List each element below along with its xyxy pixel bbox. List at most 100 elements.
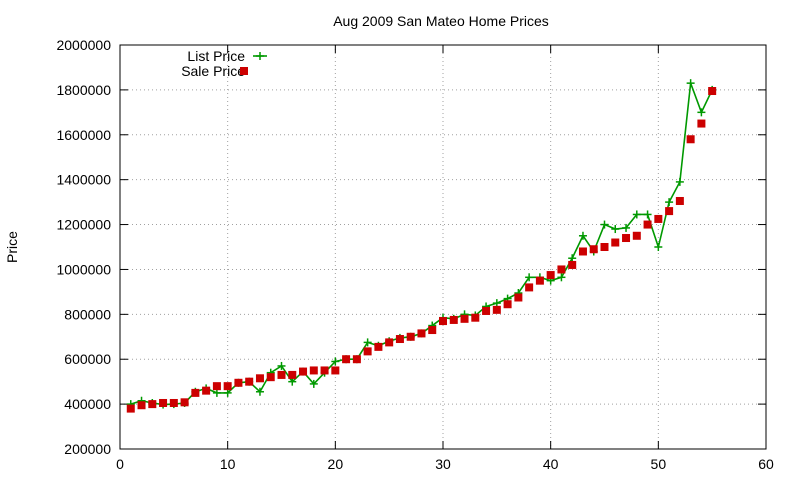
sale-price-point [299, 367, 308, 376]
sale-price-point [277, 370, 286, 379]
sale-price-point [223, 382, 232, 391]
x-tick-label: 10 [220, 456, 236, 472]
sale-price-point [492, 305, 501, 314]
y-tick-label: 200000 [64, 441, 111, 457]
sale-price-point [557, 265, 566, 274]
list-price-point [525, 273, 534, 282]
list-price-point [212, 388, 221, 397]
sale-price-point [148, 400, 157, 409]
sale-price-point [675, 196, 684, 205]
sale-price-point [535, 276, 544, 285]
sale-price-point [611, 238, 620, 247]
list-price-point [309, 379, 318, 388]
legend-label: Sale Price [181, 63, 245, 79]
sale-price-point [417, 329, 426, 338]
sale-price-point [600, 243, 609, 251]
sale-price-point [622, 234, 631, 243]
sale-price-point [525, 283, 534, 292]
list-price-point [600, 220, 609, 229]
list-price-point [643, 210, 652, 219]
y-tick-label: 1200000 [56, 217, 111, 233]
sale-price-point [632, 231, 641, 240]
legend-plus-swatch [256, 52, 264, 60]
list-price-line [130, 82, 713, 406]
x-tick-label: 60 [758, 456, 774, 472]
sale-price-point [202, 386, 211, 395]
grid [120, 45, 766, 449]
sale-price-point [395, 335, 404, 344]
list-price-point [568, 254, 577, 263]
list-price-point [654, 243, 663, 251]
sale-price-point [255, 374, 264, 383]
sale-price-point [697, 119, 706, 128]
legend-label: List Price [187, 48, 245, 64]
list-price-point [632, 210, 641, 219]
sale-price-point [374, 342, 383, 351]
y-tick-label: 1400000 [56, 172, 111, 188]
list-price-point [578, 231, 587, 240]
x-tick-label: 30 [435, 456, 451, 472]
sale-price-point [686, 135, 695, 144]
sale-price-point [288, 370, 297, 379]
sale-price-point [439, 317, 447, 326]
list-price-point [363, 338, 372, 347]
sale-price-point [589, 245, 598, 254]
sale-price-point [363, 347, 372, 356]
list-price-point [675, 177, 684, 186]
sale-price-point [449, 315, 458, 324]
x-tick-label: 50 [651, 456, 667, 472]
sale-price-point [342, 355, 351, 364]
sale-price-point [169, 398, 178, 407]
y-tick-label: 400000 [64, 396, 111, 412]
sale-price-point [159, 398, 168, 407]
legend-square-swatch [240, 67, 248, 75]
sale-price-point [234, 378, 243, 387]
sale-price-point [643, 220, 652, 229]
list-price-point [697, 108, 706, 117]
sale-price-point [331, 366, 340, 375]
sale-price-point [708, 87, 717, 96]
series [126, 79, 717, 413]
y-tick-label: 2000000 [56, 37, 111, 53]
list-price-point [255, 387, 264, 396]
axis-ticks: 200000 400000 600000 800000 1000000 1200000 14… [56, 37, 774, 472]
sale-price-point [406, 332, 415, 341]
sale-price-point [471, 313, 480, 322]
sale-price-point [665, 207, 674, 216]
sale-price-point [320, 366, 329, 375]
list-price-point [665, 198, 674, 207]
sale-price-point [191, 388, 200, 397]
sale-price-point [482, 306, 491, 315]
sale-price-point [245, 377, 254, 386]
sale-price-point [654, 214, 663, 223]
sale-price-point [578, 247, 587, 256]
sale-price-point [460, 314, 469, 323]
chart-title: Aug 2009 San Mateo Home Prices [333, 13, 549, 29]
list-price-point [331, 357, 340, 366]
y-tick-label: 1800000 [56, 82, 111, 98]
y-tick-label: 1600000 [56, 127, 111, 143]
sale-price-point [385, 338, 394, 347]
list-price-point [492, 299, 501, 308]
sale-price-point [126, 404, 135, 413]
x-tick-label: 0 [116, 456, 124, 472]
sale-price-point [212, 382, 221, 391]
list-price-point [686, 79, 695, 88]
sale-price-point [514, 293, 523, 302]
sale-price-point [180, 398, 189, 407]
list-price-point [622, 223, 631, 232]
sale-price-point [309, 366, 318, 375]
sale-price-point [352, 355, 361, 364]
sale-price-point [568, 260, 577, 269]
list-price-point [223, 388, 232, 397]
sale-price-point [503, 300, 512, 309]
y-tick-label: 800000 [64, 306, 111, 322]
list-price-point [611, 225, 620, 234]
x-tick-label: 40 [543, 456, 559, 472]
y-axis-label: Price [4, 231, 20, 263]
sale-price-point [266, 373, 275, 382]
list-price-point [277, 361, 286, 370]
sale-price-point [546, 271, 555, 280]
